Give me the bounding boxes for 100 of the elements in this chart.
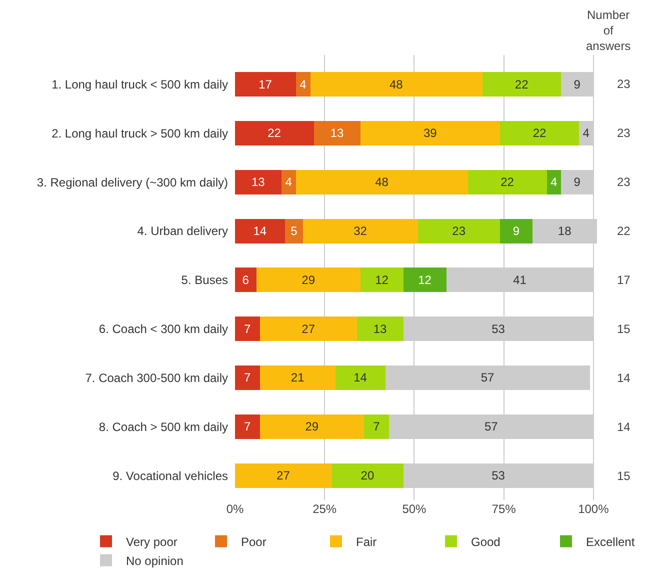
- data-label: 39: [424, 126, 438, 140]
- data-label: 4: [550, 175, 558, 190]
- bar: [500, 121, 580, 146]
- bar: [260, 366, 336, 390]
- data-label: 57: [480, 370, 495, 385]
- data-label: 13: [251, 175, 266, 190]
- bar: [546, 170, 562, 194]
- text: 23: [617, 126, 631, 140]
- legend-label: Good: [471, 534, 500, 549]
- bar: [500, 218, 532, 244]
- bar: [356, 316, 404, 342]
- data-label: 14: [253, 224, 267, 238]
- bar: [235, 316, 260, 342]
- data-label: 9: [574, 175, 581, 190]
- bar: [235, 463, 332, 488]
- y-tick-label: 6. Coach < 300 km daily: [98, 322, 228, 336]
- data-label: 29: [305, 420, 319, 434]
- data-label: 4: [285, 175, 292, 190]
- bar: [235, 268, 256, 292]
- data-label: 32: [354, 224, 368, 238]
- data-label: 9: [574, 77, 581, 92]
- bar: [335, 366, 386, 390]
- bar: [235, 170, 282, 194]
- bar: [235, 218, 286, 244]
- text: 23: [617, 77, 631, 91]
- data-label: 7: [244, 322, 252, 336]
- y-tick-label: 9. Vocational vehicles: [112, 468, 228, 483]
- bar: [482, 72, 562, 97]
- text: Number of answers: [586, 8, 631, 54]
- bar: [235, 121, 314, 146]
- y-tick-label: 7. Coach 300-500 km daily: [85, 370, 228, 385]
- bar: [256, 268, 360, 292]
- data-label: 13: [330, 126, 344, 140]
- bar: [403, 268, 446, 292]
- bar: [260, 316, 357, 342]
- text: 22: [617, 224, 631, 238]
- data-label: 12: [418, 272, 432, 287]
- data-label: 7: [373, 420, 380, 434]
- data-label: 22: [500, 175, 514, 190]
- data-label: 12: [375, 272, 389, 287]
- data-label: 57: [484, 420, 498, 434]
- text: 14: [617, 420, 631, 434]
- y-tick-label: 3. Regional delivery (~300 km daily): [36, 175, 228, 190]
- bar: [310, 72, 482, 97]
- data-label: 53: [492, 468, 506, 483]
- bar: [282, 170, 296, 194]
- bar: [314, 121, 360, 146]
- y-tick-label: 2. Long haul truck > 500 km daily: [52, 126, 228, 140]
- bar: [235, 366, 260, 390]
- bar: [360, 121, 500, 146]
- data-label: 13: [373, 322, 387, 336]
- bar: [418, 218, 500, 244]
- bar: [285, 218, 304, 244]
- data-label: 21: [290, 370, 305, 385]
- data-label: 29: [302, 272, 316, 287]
- bar: [260, 414, 364, 439]
- data-label: 6: [242, 272, 250, 287]
- x-tick-label: 50%: [402, 502, 427, 516]
- legend-label: No opinion: [126, 554, 184, 568]
- data-label: 27: [302, 322, 316, 336]
- data-label: 7: [244, 420, 252, 434]
- bar: [235, 414, 260, 439]
- x-tick-label: 0%: [226, 502, 244, 516]
- data-label: 9: [512, 224, 520, 238]
- data-label: 22: [514, 77, 529, 92]
- x-tick-label: 100%: [578, 502, 610, 516]
- data-label: 48: [389, 77, 404, 92]
- text: 15: [617, 469, 631, 483]
- x-tick-label: 75%: [492, 502, 516, 516]
- data-label: 48: [375, 175, 389, 190]
- data-label: 18: [558, 224, 572, 238]
- bar: [468, 170, 547, 194]
- bar: [303, 218, 418, 244]
- bar: [296, 170, 468, 194]
- y-tick-label: 1. Long haul truck < 500 km daily: [52, 78, 228, 92]
- data-label: 4: [300, 77, 307, 92]
- y-tick-label: 4. Urban delivery: [137, 224, 228, 238]
- data-label: 14: [354, 370, 368, 385]
- data-label: 53: [492, 322, 506, 336]
- data-label: 27: [276, 468, 290, 483]
- data-label: 22: [268, 126, 282, 140]
- legend-label: Very poor: [126, 534, 178, 549]
- y-tick-label: 8. Coach > 500 km daily: [98, 420, 228, 434]
- legend-label: Fair: [356, 534, 377, 549]
- data-label: 20: [360, 468, 374, 483]
- data-label: 22: [532, 126, 546, 140]
- bar: [296, 72, 310, 97]
- data-label: 23: [452, 224, 466, 238]
- data-label: 17: [258, 77, 272, 92]
- data-label: 41: [513, 272, 527, 287]
- data-label: 7: [244, 370, 252, 385]
- text: 17: [617, 273, 631, 287]
- bar: [332, 463, 404, 488]
- text: 15: [617, 322, 631, 336]
- bar: [360, 268, 404, 292]
- text: 23: [617, 175, 631, 189]
- bar: [364, 414, 390, 439]
- legend-label: Poor: [241, 534, 266, 549]
- text: 14: [617, 371, 631, 385]
- y-tick-label: 5. Buses: [181, 273, 228, 288]
